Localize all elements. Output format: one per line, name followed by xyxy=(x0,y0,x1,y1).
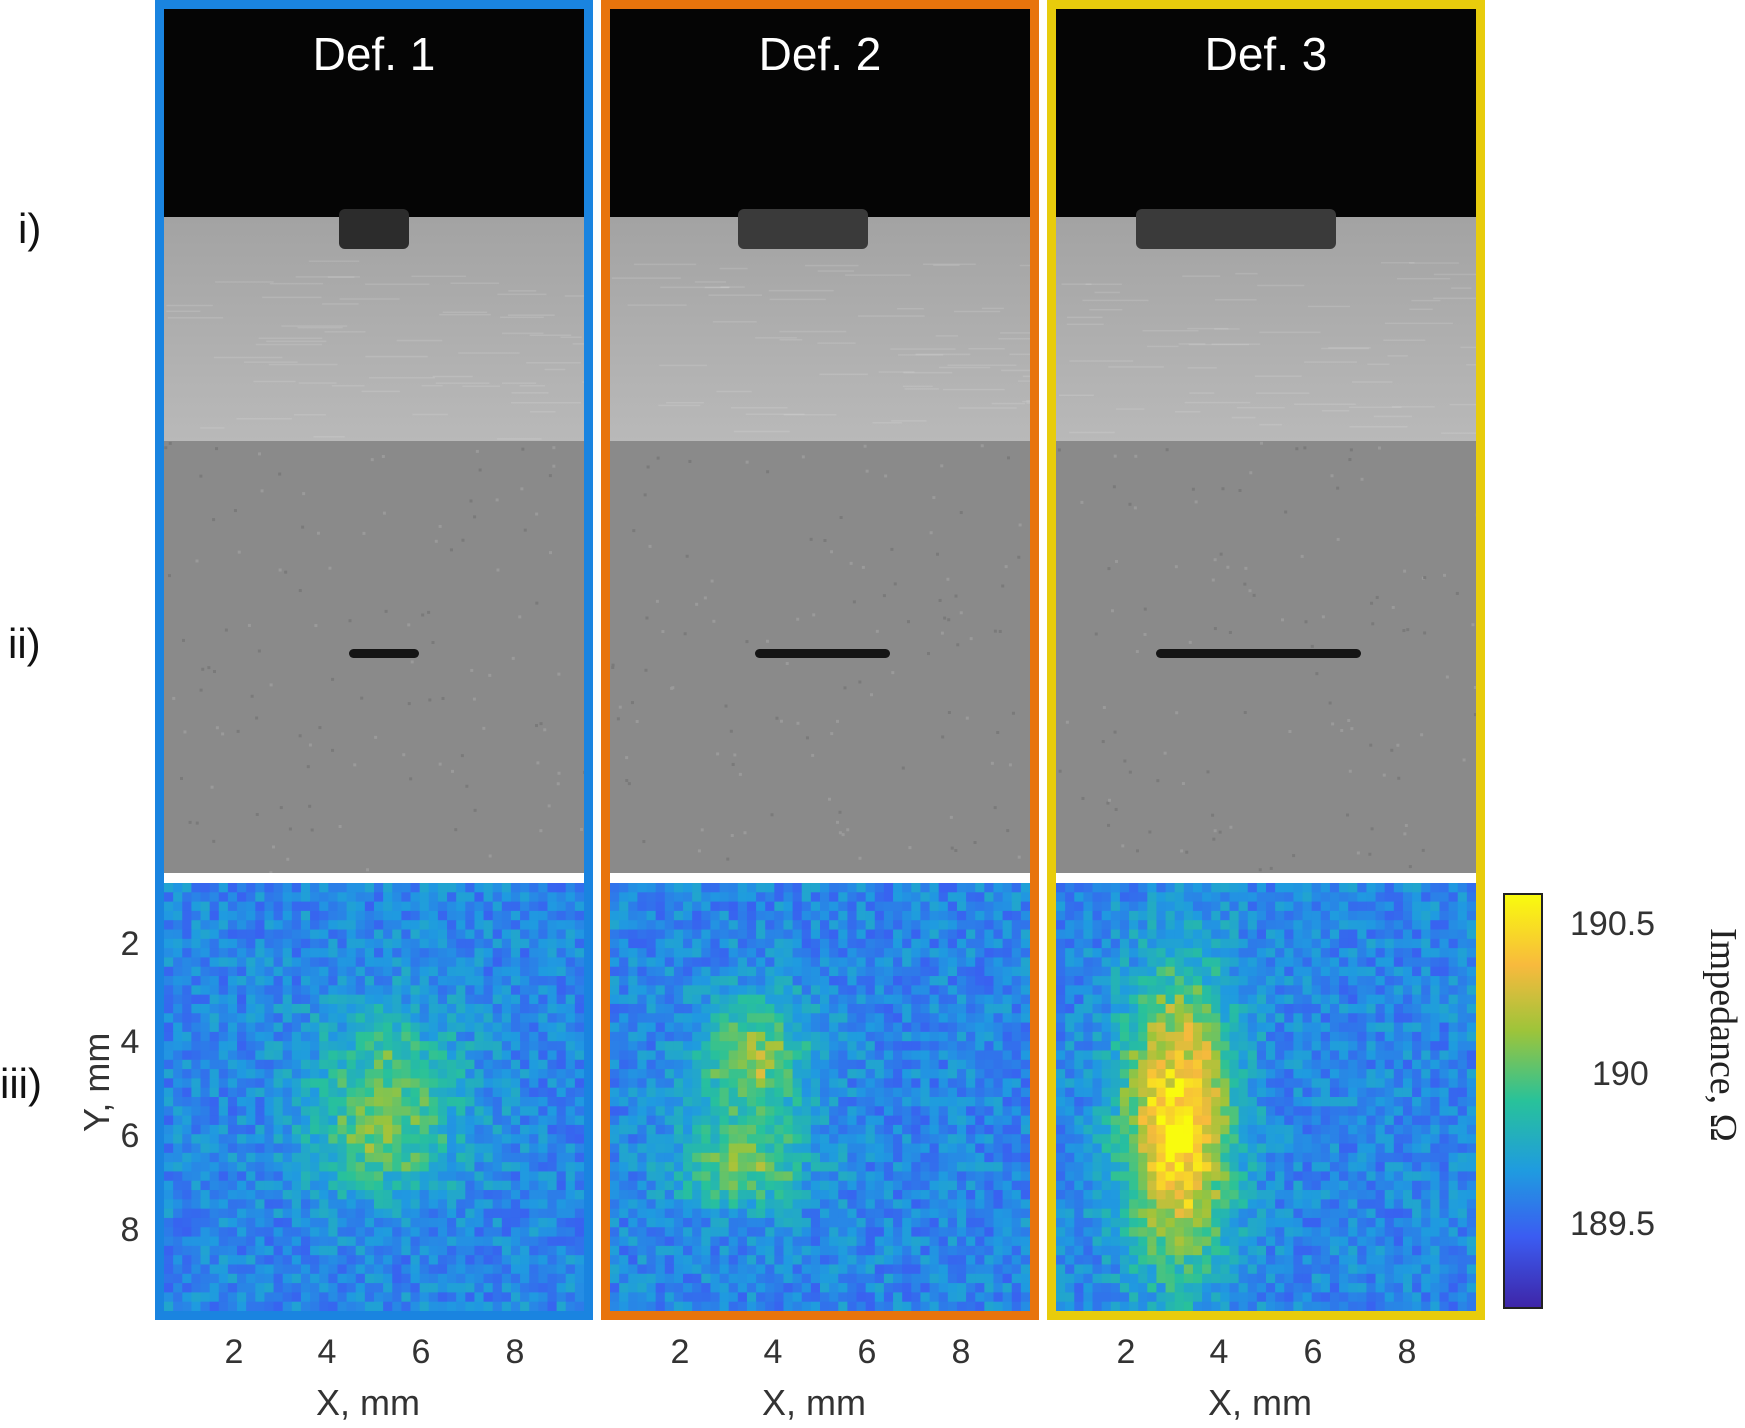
defect-notch xyxy=(339,209,409,249)
x-tick-8: 8 xyxy=(505,1333,525,1371)
x-tick-8: 8 xyxy=(951,1333,971,1371)
x-tick-2: 2 xyxy=(670,1333,690,1371)
panel-title: Def. 3 xyxy=(1204,28,1328,80)
colorbar-tick-190-5: 190.5 xyxy=(1570,905,1656,943)
ct-top-view xyxy=(164,441,584,873)
panel-def-1: Def. 1 xyxy=(155,0,593,1320)
row-label-ii: ii) xyxy=(8,620,41,667)
ct-top-view xyxy=(1056,441,1476,873)
ct-side-view: Def. 3 xyxy=(1056,9,1476,441)
defect-line xyxy=(755,649,890,658)
defect-notch xyxy=(1136,209,1336,249)
panel-title: Def. 1 xyxy=(312,28,436,80)
x-tick-6: 6 xyxy=(1303,1333,1323,1371)
colorbar-tick-189-5: 189.5 xyxy=(1570,1205,1656,1243)
y-axis-label: Y, mm xyxy=(76,1032,117,1132)
y-tick-4: 4 xyxy=(120,1023,140,1061)
ct-side-view: Def. 1 xyxy=(164,9,584,441)
panel-def-3: Def. 3 xyxy=(1047,0,1485,1320)
air-region xyxy=(164,9,584,217)
x-tick-2: 2 xyxy=(1116,1333,1136,1371)
defect-line xyxy=(1156,649,1361,658)
colorbar xyxy=(1503,893,1543,1309)
x-tick-8: 8 xyxy=(1397,1333,1417,1371)
x-tick-4: 4 xyxy=(317,1333,337,1371)
colorbar-tick-190: 190 xyxy=(1592,1055,1649,1093)
row-label-i: i) xyxy=(18,205,42,252)
x-axis-label: X, mm xyxy=(1208,1382,1312,1423)
ct-top-view xyxy=(610,441,1030,873)
ct-side-view: Def. 2 xyxy=(610,9,1030,441)
panel-title: Def. 2 xyxy=(758,28,882,80)
air-region xyxy=(610,9,1030,217)
colorbar-label: Impedance, Ω xyxy=(1702,928,1744,1142)
x-tick-6: 6 xyxy=(857,1333,877,1371)
defect-line xyxy=(349,649,419,658)
row-label-iii: iii) xyxy=(0,1060,42,1107)
x-tick-4: 4 xyxy=(763,1333,783,1371)
y-tick-6: 6 xyxy=(120,1117,140,1155)
x-axis-label: X, mm xyxy=(762,1382,866,1423)
defect-notch xyxy=(738,209,868,249)
impedance-map xyxy=(610,883,1030,1311)
impedance-map xyxy=(1056,883,1476,1311)
x-tick-6: 6 xyxy=(411,1333,431,1371)
y-tick-8: 8 xyxy=(120,1211,140,1249)
x-tick-2: 2 xyxy=(224,1333,244,1371)
y-tick-2: 2 xyxy=(120,925,140,963)
panel-def-2: Def. 2 xyxy=(601,0,1039,1320)
impedance-map xyxy=(164,883,584,1311)
x-axis-label: X, mm xyxy=(316,1382,420,1423)
x-tick-4: 4 xyxy=(1209,1333,1229,1371)
air-region xyxy=(1056,9,1476,217)
